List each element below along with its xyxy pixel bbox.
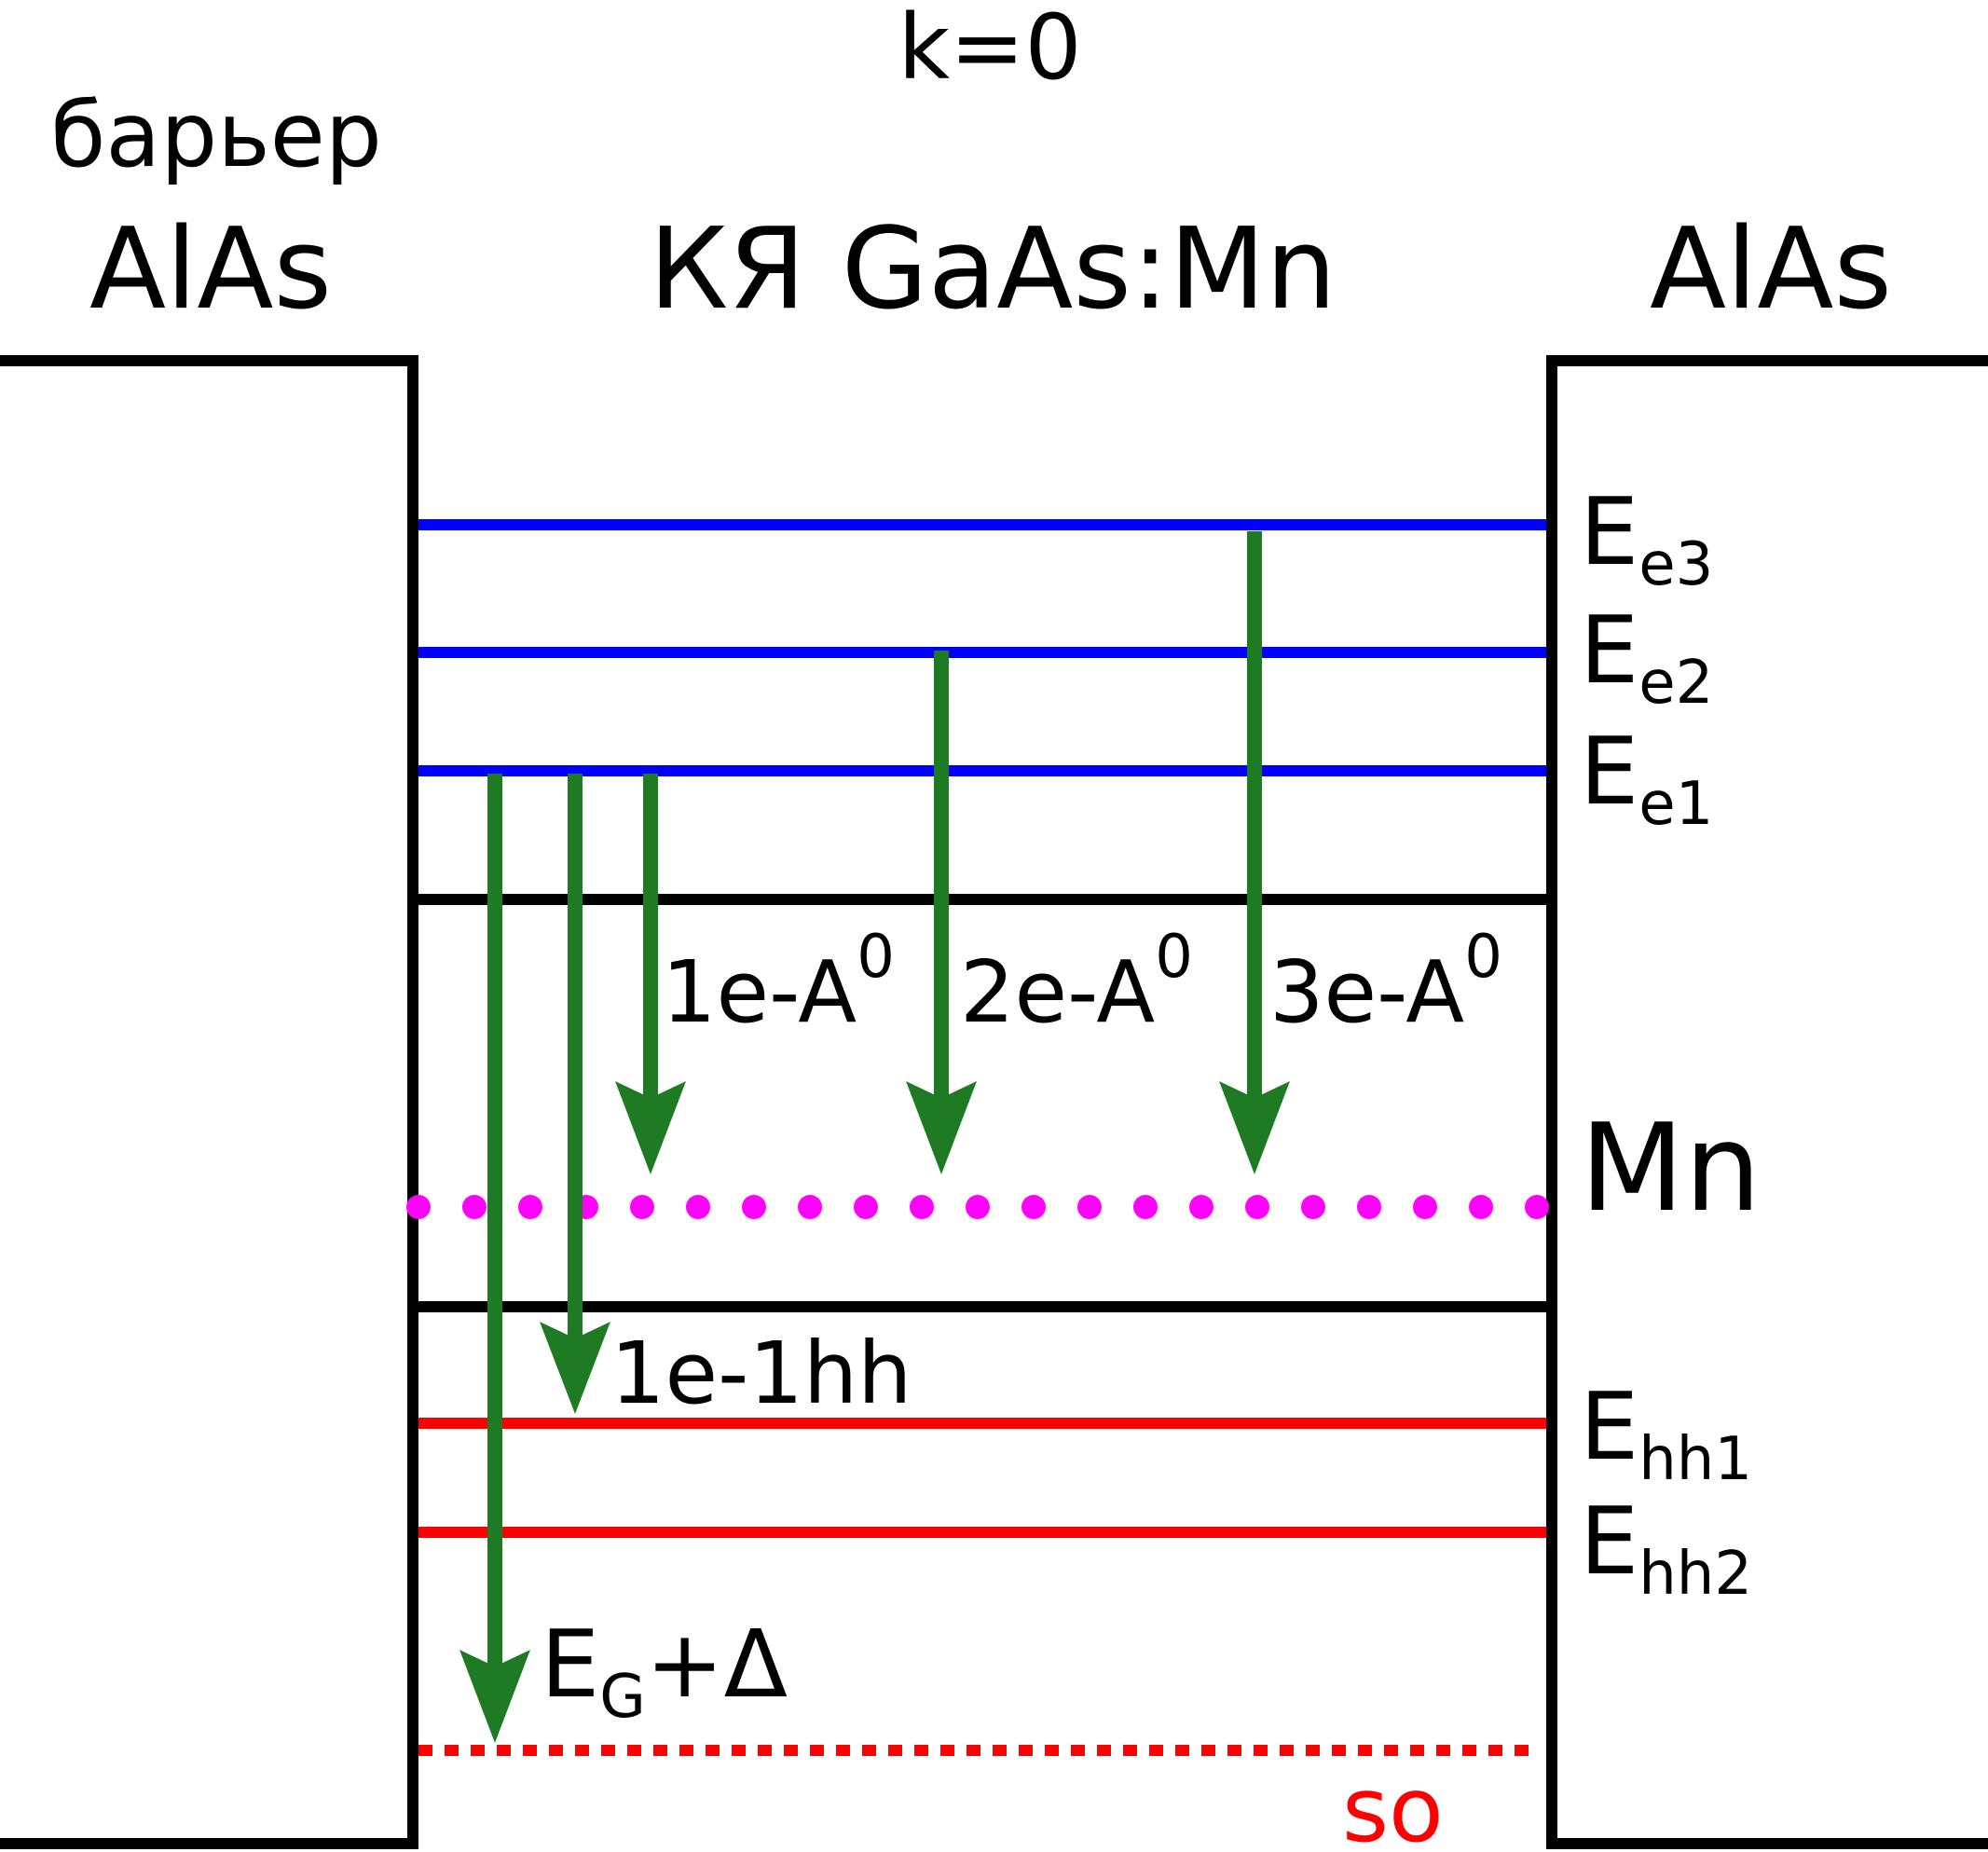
label-mn: Mn <box>1580 1097 1762 1239</box>
label-e3: Ee3 <box>1580 477 1713 599</box>
left-barrier-outline <box>0 355 418 1849</box>
right-material-label: AlAs <box>1650 205 1892 335</box>
label-eg-delta: EG+Δ <box>541 1610 788 1732</box>
label-1e-a0: 1e-A0 <box>662 923 895 1042</box>
label-e1: Ee1 <box>1580 717 1713 839</box>
well-label: КЯ GaAs:Mn <box>649 205 1337 335</box>
arrow-1e-a0 <box>615 774 686 1174</box>
label-3e-a0: 3e-A0 <box>1269 923 1502 1042</box>
label-hh1: Ehh1 <box>1580 1372 1752 1494</box>
arrow-3e-a0 <box>1219 531 1290 1174</box>
left-material-label: AlAs <box>89 205 332 335</box>
label-hh2: Ehh2 <box>1580 1487 1752 1609</box>
label-e2: Ee2 <box>1580 596 1713 718</box>
arrow-eg-delta <box>459 774 530 1743</box>
label-2e-a0: 2e-A0 <box>960 923 1193 1042</box>
arrow-2e-a0 <box>906 651 977 1174</box>
arrow-1e-1hh <box>540 774 610 1414</box>
label-1e-1hh: 1e-1hh <box>610 1324 912 1423</box>
label-so: so <box>1342 1758 1444 1852</box>
k-zero-label: k=0 <box>898 0 1081 100</box>
barrier-label: барьер <box>50 83 382 187</box>
right-barrier-outline <box>1546 355 1988 1849</box>
